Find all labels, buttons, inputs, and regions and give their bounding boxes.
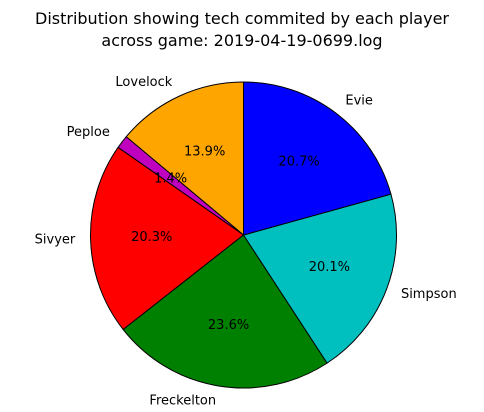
slice-pct-freckelton: 23.6%: [208, 318, 249, 333]
slice-label-peploe: Peploe: [67, 125, 110, 140]
slice-pct-simpson: 20.1%: [309, 260, 350, 275]
chart-title-line-2: across game: 2019-04-19-0699.log: [101, 31, 382, 50]
pie-slice-evie: [243, 81, 392, 236]
slice-pct-peploe: 1.4%: [154, 172, 187, 187]
chart-title: Distribution showing tech commited by ea…: [35, 9, 449, 50]
pie-slice-simpson: [243, 193, 397, 364]
pie-slice-sivyer: [90, 146, 244, 331]
slice-label-lovelock: Lovelock: [115, 75, 172, 90]
slice-pct-sivyer: 20.3%: [131, 230, 172, 245]
slice-pct-lovelock: 13.9%: [184, 144, 225, 159]
slice-label-simpson: Simpson: [401, 287, 457, 302]
slice-label-freckelton: Freckelton: [149, 394, 216, 409]
pie-labels: Lovelock 13.9% Peploe 1.4% Sivyer 20.3% Frecke…: [35, 75, 457, 409]
slice-pct-evie: 20.7%: [278, 154, 319, 169]
slice-label-sivyer: Sivyer: [35, 232, 76, 247]
slice-label-evie: Evie: [345, 94, 373, 109]
pie-slices: [90, 81, 397, 389]
pie-slice-freckelton: [122, 234, 328, 389]
chart-title-line-1: Distribution showing tech commited by ea…: [35, 9, 449, 28]
pie-slice-lovelock: [125, 81, 244, 236]
